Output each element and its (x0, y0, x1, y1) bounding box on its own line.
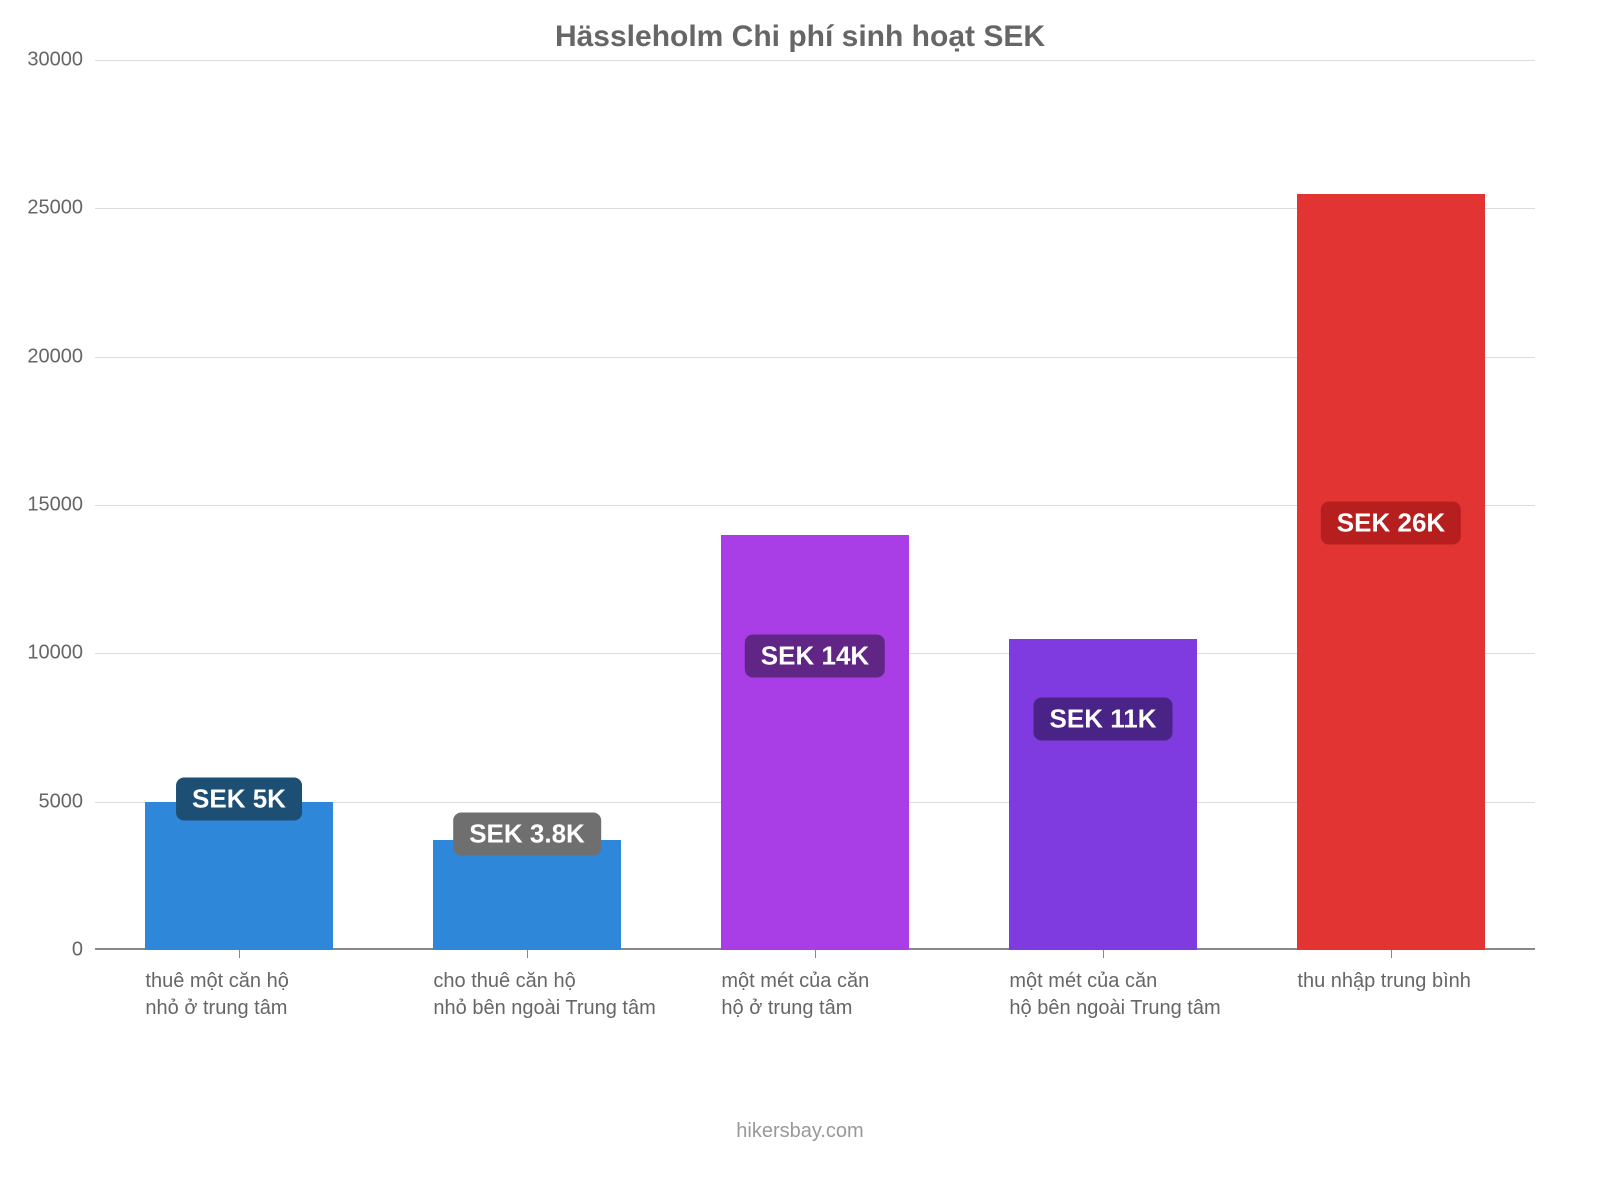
x-axis-label: cho thuê căn hộ nhỏ bên ngoài Trung tâm (433, 968, 707, 1022)
y-tick-label: 25000 (27, 197, 83, 220)
x-tick (1103, 950, 1104, 958)
value-label: SEK 14K (745, 635, 885, 678)
y-tick-label: 0 (72, 939, 83, 962)
grid-line (95, 60, 1535, 61)
y-tick-label: 10000 (27, 642, 83, 665)
x-axis-label: một mét của căn hộ bên ngoài Trung tâm (1009, 968, 1283, 1022)
bar (1297, 194, 1484, 951)
y-tick-label: 30000 (27, 49, 83, 72)
x-axis-label: một mét của căn hộ ở trung tâm (721, 968, 995, 1022)
bar (433, 840, 620, 950)
x-tick (527, 950, 528, 958)
x-axis-label: thuê một căn hộ nhỏ ở trung tâm (145, 968, 419, 1022)
chart-canvas: Hässleholm Chi phí sinh hoạt SEK 0500010… (0, 0, 1600, 1200)
x-tick (1391, 950, 1392, 958)
value-label: SEK 5K (176, 777, 302, 820)
bar (1009, 639, 1196, 951)
y-tick-label: 15000 (27, 494, 83, 517)
x-tick (815, 950, 816, 958)
attribution-text: hikersbay.com (0, 1120, 1600, 1143)
chart-title: Hässleholm Chi phí sinh hoạt SEK (0, 20, 1600, 54)
plot-area: 050001000015000200002500030000thuê một c… (95, 60, 1535, 950)
y-tick-label: 20000 (27, 345, 83, 368)
x-tick (239, 950, 240, 958)
bar (721, 535, 908, 950)
value-label: SEK 3.8K (453, 813, 601, 856)
x-axis-label: thu nhập trung bình (1297, 968, 1571, 995)
y-tick-label: 5000 (39, 790, 84, 813)
value-label: SEK 11K (1034, 697, 1173, 740)
value-label: SEK 26K (1321, 501, 1461, 544)
bar (145, 802, 332, 950)
